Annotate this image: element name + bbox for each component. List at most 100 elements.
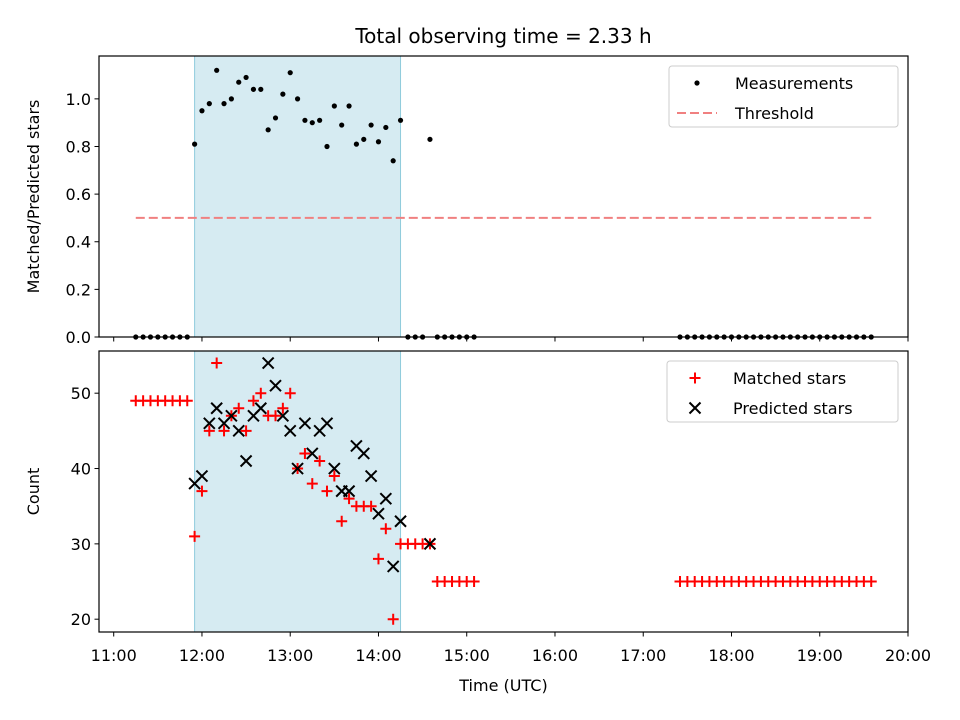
measurement-point (331, 103, 337, 109)
axes-frame (98, 350, 909, 633)
predicted-star-point (203, 417, 216, 430)
legend-x-icon (688, 401, 702, 415)
x-tick-label: 16:00 (532, 646, 578, 665)
x-tick-label: 17:00 (620, 646, 666, 665)
matched-star-point (372, 553, 384, 565)
measurement-point (375, 139, 382, 145)
matched-star-point (314, 455, 326, 467)
y-tick-label: 30 (71, 535, 91, 554)
y-axis-label: Count (24, 468, 43, 516)
measurement-point (258, 86, 264, 92)
series-predicted-stars (188, 356, 437, 573)
matched-star-point (247, 395, 259, 407)
x-tick-label: 11:00 (91, 646, 137, 665)
matched-star-point (181, 395, 193, 407)
x-tick-label: 12:00 (179, 646, 225, 665)
y-axis-label: Matched/Predicted stars (24, 100, 43, 294)
predicted-star-point (394, 515, 407, 528)
measurement-point (280, 91, 286, 97)
matched-star-point (306, 478, 318, 490)
y-tick-label: 1.0 (66, 90, 91, 109)
panel-count: 20 30 40 50 11:00 12:00 13:00 14:00 15:00 16:00 17… (24, 350, 931, 695)
predicted-star-point (276, 409, 290, 422)
predicted-star-point (269, 379, 282, 392)
predicted-star-point (195, 469, 209, 483)
matched-star-point (321, 485, 333, 497)
legend-plus-icon (689, 372, 701, 384)
predicted-star-point (364, 469, 378, 483)
matched-star-point (387, 613, 399, 625)
measurement-point (346, 103, 352, 109)
predicted-star-point (261, 356, 275, 370)
legend-label: Threshold (734, 104, 814, 123)
matched-star-point (218, 425, 230, 437)
matched-star-point (865, 576, 877, 588)
legend-box (668, 65, 899, 128)
legend-label: Matched stars (733, 369, 846, 388)
measurement-point (390, 158, 396, 164)
matched-star-point (240, 425, 252, 437)
predicted-star-point (379, 492, 393, 505)
x-tick-label: 13:00 (267, 646, 313, 665)
matched-star-point (299, 447, 311, 459)
predicted-star-point (298, 417, 312, 430)
predicted-star-point (210, 402, 223, 415)
legend-label: Predicted stars (733, 399, 853, 418)
predicted-star-point (306, 447, 319, 460)
measurement-point (368, 122, 374, 128)
measurement-point (353, 141, 360, 147)
y-tick-label: 0.6 (66, 185, 91, 204)
matched-star-point (380, 523, 392, 535)
legend-label: Measurements (735, 74, 853, 93)
matched-star-point (468, 576, 480, 588)
x-tick-label: 18:00 (708, 646, 754, 665)
chart-title: Total observing time = 2.33 h (354, 24, 651, 48)
predicted-star-point (386, 560, 400, 573)
y-tick-label: 50 (71, 384, 91, 403)
y-tick-label: 40 (71, 460, 91, 479)
measurement-point (427, 136, 433, 142)
predicted-star-point (357, 447, 370, 460)
predicted-star-point (328, 462, 341, 475)
predicted-star-point (320, 417, 334, 430)
series-measurements (133, 67, 874, 340)
matched-star-point (255, 387, 267, 399)
predicted-star-point (372, 507, 385, 520)
y-tick-label: 0.4 (66, 233, 91, 252)
matched-star-point (270, 410, 282, 422)
matched-star-point (196, 485, 208, 497)
predicted-star-point (342, 484, 356, 498)
legend-box (666, 360, 899, 423)
measurement-point (192, 141, 198, 147)
measurement-point (250, 86, 257, 92)
y-tick-label: 0.8 (66, 137, 91, 156)
matched-star-point (211, 357, 223, 369)
y-tick-label: 0.0 (66, 328, 91, 347)
measurement-point (397, 117, 404, 123)
x-tick-label: 15:00 (444, 646, 490, 665)
matched-star-point (336, 515, 348, 527)
x-tick-label: 19:00 (797, 646, 843, 665)
measurement-point (294, 96, 301, 102)
measurement-point (302, 117, 308, 123)
x-axis-label: Time (UTC) (458, 676, 547, 695)
matched-star-point (233, 402, 245, 414)
legend: Matched stars Predicted stars (666, 360, 899, 423)
measurement-point (309, 120, 315, 126)
measurement-point (236, 79, 242, 85)
axes-frame (98, 55, 909, 338)
measurement-point (383, 124, 389, 131)
measurement-point (361, 136, 367, 142)
measurement-point (206, 101, 212, 107)
measurement-point (324, 143, 330, 150)
panel-ratio: 0.0 0.2 0.4 0.6 0.8 1.0 Matched/Predicted star… (24, 24, 909, 347)
series-matched-stars (130, 357, 877, 625)
x-tick-label: 20:00 (885, 646, 931, 665)
matched-star-point (284, 387, 296, 399)
predicted-star-point (291, 462, 304, 475)
matched-star-point (189, 530, 201, 542)
predicted-star-point (254, 402, 268, 415)
matched-star-point (328, 470, 340, 482)
measurement-point (228, 96, 234, 102)
